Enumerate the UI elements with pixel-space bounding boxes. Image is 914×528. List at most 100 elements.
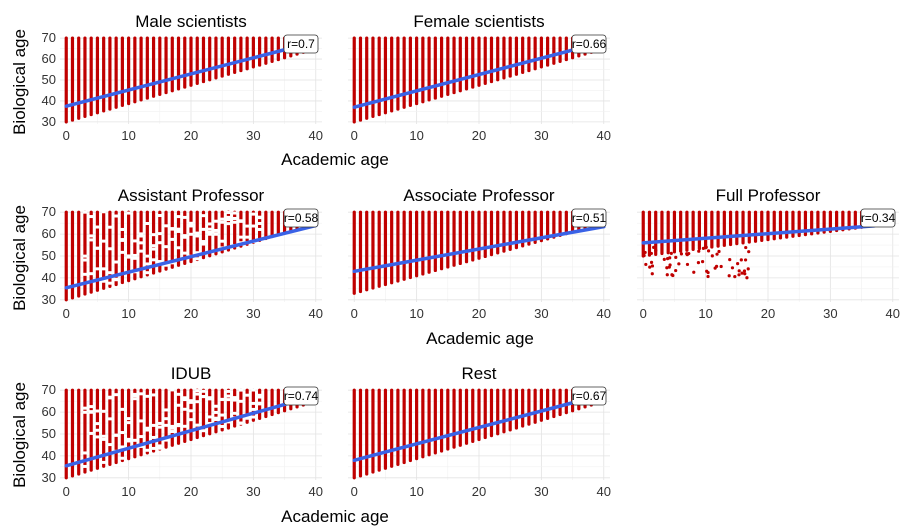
x-tick-label: 30 (534, 306, 548, 321)
fit-line (352, 397, 587, 463)
gap (95, 225, 100, 229)
gap (95, 409, 100, 413)
point (706, 270, 710, 275)
x-tick-label: 10 (409, 128, 423, 143)
gap (107, 396, 112, 400)
gap (164, 408, 169, 412)
gap (89, 272, 94, 276)
x-tick-label: 30 (823, 306, 837, 321)
gap (89, 431, 94, 435)
gap (82, 451, 87, 455)
gap (232, 216, 237, 220)
gap (182, 215, 187, 219)
gap (120, 431, 125, 435)
fit-line (64, 223, 318, 290)
gap (251, 401, 256, 405)
gap (201, 214, 206, 218)
point (652, 245, 656, 249)
gap (89, 215, 94, 219)
x-tick-label: 20 (472, 306, 486, 321)
gap (82, 210, 87, 214)
gap (189, 399, 193, 403)
gap (207, 232, 212, 236)
point (710, 254, 714, 258)
y-tick-label: 50 (42, 426, 56, 441)
gap (232, 411, 237, 415)
gap (257, 227, 262, 231)
y-tick-label: 40 (42, 270, 56, 285)
gap (207, 415, 212, 419)
point (706, 249, 711, 253)
gap (120, 456, 125, 460)
gap (101, 434, 106, 438)
panel-assistant-professor: r=0.58 Assistant Professor 0 10 20 30 40 30 40 50… (42, 186, 323, 321)
gap (257, 395, 262, 399)
point (697, 249, 701, 253)
point (715, 252, 719, 256)
gap (257, 401, 262, 405)
y-tick-label: 30 (42, 114, 56, 129)
gap (139, 232, 144, 236)
point (649, 260, 654, 264)
point (727, 274, 731, 278)
panel-female-scientists: r=0.66 Female scientists 0 10 20 30 40 (348, 12, 611, 143)
gap (145, 222, 150, 226)
fit-line (352, 46, 581, 109)
gap (195, 251, 200, 255)
fit-line (64, 399, 299, 468)
gap (189, 418, 193, 422)
y-tick-label: 60 (42, 404, 56, 419)
gap (195, 392, 200, 396)
x-tick-label: 40 (597, 306, 611, 321)
gap (170, 237, 175, 241)
point (644, 262, 648, 267)
point (668, 256, 672, 260)
gap (132, 256, 137, 260)
point (714, 264, 719, 268)
x-tick-label: 40 (309, 484, 323, 499)
r-label-box (283, 208, 319, 228)
x-tick-label: 0 (63, 128, 70, 143)
tick-labels: 0 10 20 30 40 (640, 306, 900, 321)
point (642, 253, 646, 258)
x-tick-label: 20 (184, 128, 198, 143)
gap (114, 433, 119, 437)
gap (145, 394, 150, 398)
x-tick-label: 30 (246, 128, 260, 143)
gap (120, 445, 125, 449)
gap (220, 217, 225, 221)
x-tick-label: 10 (698, 306, 712, 321)
gap (145, 428, 150, 432)
gap (220, 424, 225, 428)
panel-title: Rest (462, 364, 497, 383)
gap (107, 271, 112, 275)
gap (207, 396, 212, 400)
gap (157, 232, 162, 236)
panel-full-professor: r=0.34 Full Professor 0 10 20 30 40 (637, 186, 900, 321)
gap (145, 448, 150, 452)
point (685, 262, 690, 267)
gap (120, 407, 125, 411)
gap (114, 393, 119, 397)
gap (220, 220, 225, 224)
gap (101, 437, 106, 441)
point (745, 276, 749, 280)
point (739, 258, 743, 262)
gap (195, 389, 200, 393)
gap (82, 254, 87, 258)
gap (145, 271, 150, 275)
gap (157, 241, 162, 245)
tick-labels: 0 10 20 30 40 (351, 128, 611, 143)
gap (151, 233, 156, 237)
gap (132, 392, 137, 396)
gap (151, 446, 156, 450)
xlabel-row2: Academic age (426, 329, 534, 348)
r-label: r=0.58 (283, 208, 319, 228)
x-tick-label: 0 (640, 306, 647, 321)
point (742, 269, 747, 273)
gap (89, 405, 94, 409)
gap (145, 254, 150, 258)
gap (245, 224, 250, 228)
point (737, 273, 741, 277)
gap (107, 417, 112, 421)
